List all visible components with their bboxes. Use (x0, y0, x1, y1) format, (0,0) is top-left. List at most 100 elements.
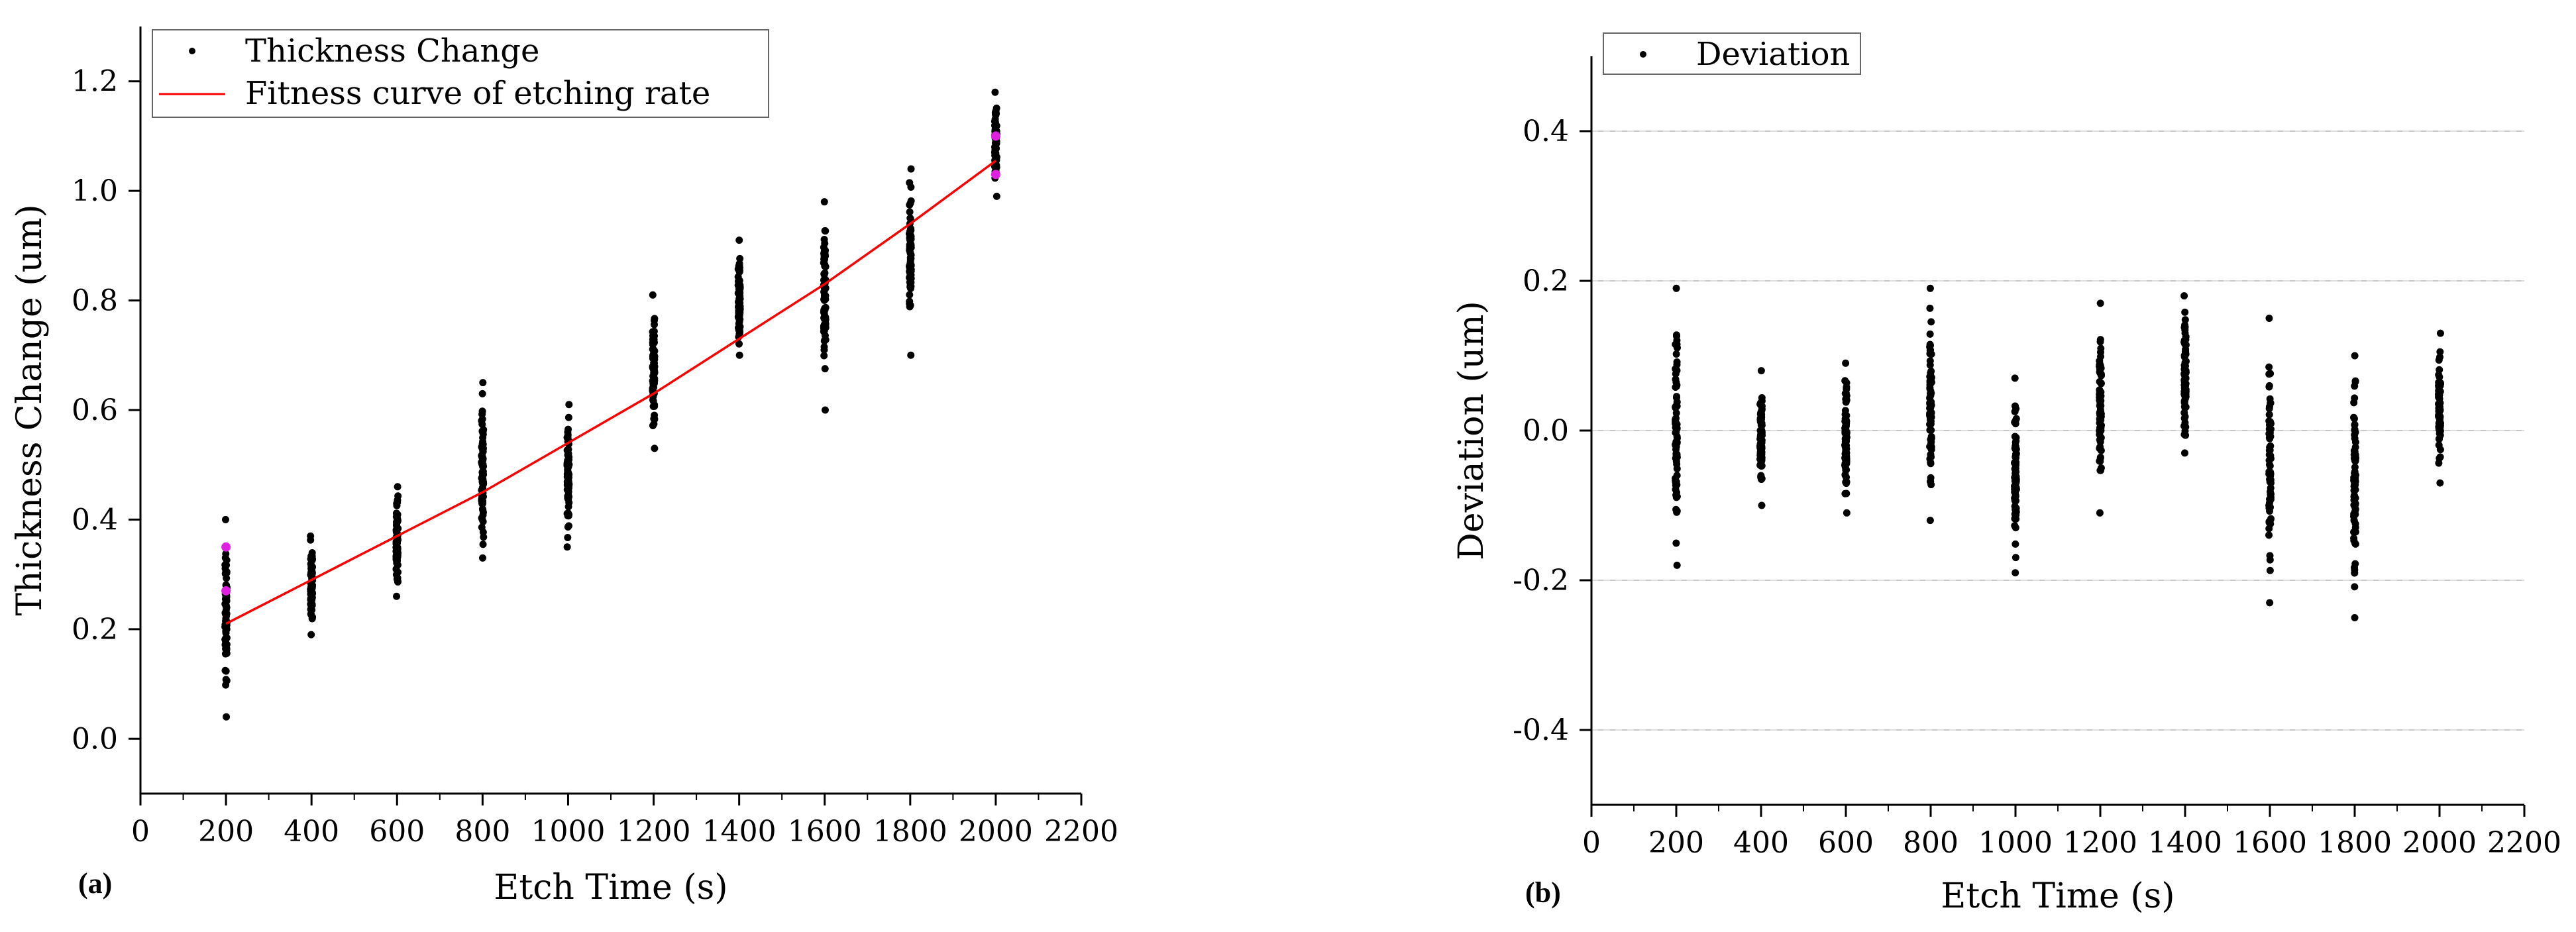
data-point (2265, 531, 2273, 539)
data-point (2180, 449, 2188, 457)
data-point (2181, 308, 2189, 316)
data-point (1758, 402, 1766, 410)
data-point (822, 336, 830, 344)
highlighted-data-point (221, 586, 231, 595)
legend-box (152, 29, 769, 118)
data-point (649, 364, 657, 372)
data-point (2436, 353, 2444, 361)
data-point (1927, 318, 1935, 326)
data-point (221, 601, 229, 609)
data-point (651, 444, 659, 452)
data-point (1673, 508, 1681, 516)
data-point (1672, 424, 1680, 432)
data-point (2265, 469, 2273, 477)
data-point (736, 303, 744, 311)
data-point (2096, 348, 2104, 356)
legend: Thickness Change Fitness curve of etchin… (152, 29, 769, 118)
data-point (2267, 419, 2275, 427)
data-point (2350, 413, 2358, 421)
data-point (2266, 556, 2274, 564)
data-point (2096, 378, 2104, 386)
data-point (1926, 357, 1934, 365)
x-tick-label: 600 (369, 815, 425, 849)
data-point (394, 483, 402, 491)
data-point (564, 456, 572, 464)
x-tick-label: 1200 (617, 815, 691, 849)
highlighted-data-point (991, 170, 1000, 180)
data-point (1672, 452, 1680, 460)
data-point (307, 536, 315, 544)
data-point (1927, 391, 1935, 399)
data-point (649, 328, 657, 336)
y-tick-label: 1.2 (72, 65, 118, 99)
data-point (1927, 413, 1935, 421)
data-point (393, 521, 401, 529)
data-point (735, 340, 743, 348)
data-point (1927, 369, 1935, 377)
data-point (2436, 431, 2444, 439)
data-point (906, 302, 914, 310)
data-point (222, 634, 230, 642)
x-tick-label: 1400 (702, 815, 777, 849)
data-point (1673, 434, 1681, 442)
data-point (1672, 365, 1680, 373)
data-point (1673, 337, 1681, 344)
data-point (2265, 411, 2273, 419)
data-point (906, 274, 914, 282)
data-point (1843, 480, 1851, 488)
y-tick-label: -0.4 (1513, 713, 1569, 747)
data-point (1672, 409, 1680, 417)
x-tick-label: 200 (198, 815, 254, 849)
data-point (479, 517, 487, 525)
data-point (2012, 462, 2020, 470)
data-point (1841, 425, 1849, 433)
data-point (734, 289, 742, 297)
x-tick-label: 1800 (2318, 826, 2392, 860)
data-point (1756, 433, 1764, 440)
data-point (308, 583, 316, 591)
data-point (2266, 599, 2274, 607)
data-point (1841, 450, 1849, 458)
data-point (479, 506, 487, 514)
data-point (2267, 370, 2275, 378)
x-tick-label: 200 (1648, 826, 1704, 860)
data-point (2012, 515, 2020, 523)
data-point (2096, 457, 2104, 465)
data-point (565, 401, 573, 409)
data-point (2436, 380, 2443, 388)
data-point (394, 515, 402, 523)
data-point (2096, 399, 2104, 407)
data-point (2350, 510, 2358, 518)
highlighted-data-point (221, 542, 231, 552)
data-point (2265, 315, 2273, 322)
data-point (2351, 378, 2359, 386)
data-point (2351, 494, 2359, 502)
data-point (2012, 472, 2020, 480)
x-tick-label: 0 (1582, 826, 1601, 860)
data-point (2351, 540, 2359, 548)
data-point (649, 377, 657, 385)
legend-marker-dot (189, 48, 195, 54)
data-point (222, 681, 230, 689)
data-point (2351, 501, 2359, 509)
data-point (2436, 348, 2444, 356)
data-point (1672, 284, 1680, 292)
data-point (735, 311, 743, 319)
data-point (1672, 415, 1680, 423)
data-point (2351, 421, 2359, 429)
legend-label: Deviation (1696, 36, 1850, 73)
data-point (564, 450, 572, 458)
data-point (1926, 378, 1934, 386)
data-point (2011, 488, 2019, 496)
x-tick-label: 800 (1903, 826, 1959, 860)
data-point (1757, 462, 1765, 470)
y-tick-label: 0.6 (72, 393, 118, 427)
data-point (993, 192, 1000, 200)
x-tick-label: 2200 (1044, 815, 1118, 849)
y-tick-label: 0.4 (72, 503, 118, 537)
data-point (735, 236, 743, 244)
data-point (309, 613, 317, 621)
data-point (820, 327, 828, 335)
data-point (1672, 491, 1680, 499)
legend-label: Fitness curve of etching rate (245, 75, 710, 112)
